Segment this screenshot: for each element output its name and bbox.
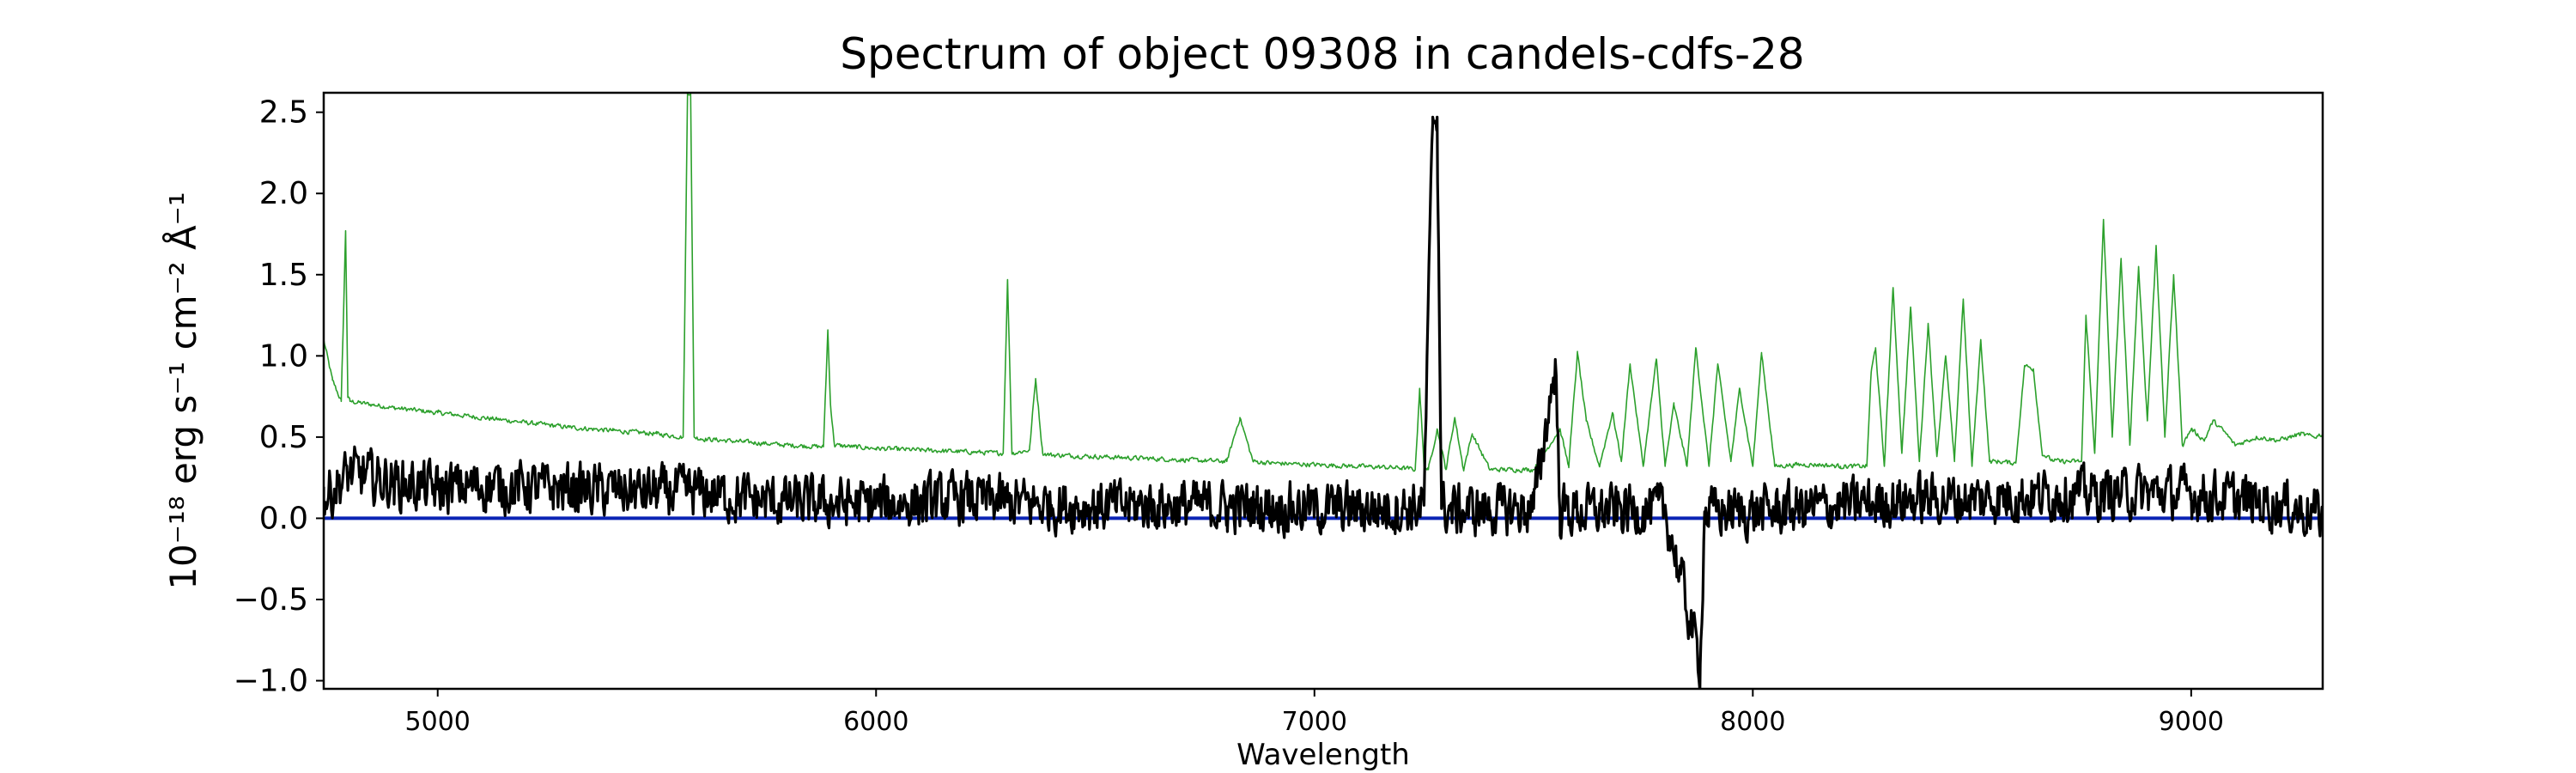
y-tick-label: 2.0 [259,176,308,211]
x-axis-label: Wavelength [1236,738,1410,772]
y-tick-label: 0.0 [259,501,308,536]
x-tick-label: 9000 [2159,707,2224,737]
series-line-1 [324,93,2323,473]
y-tick-label: 2.5 [259,95,308,131]
x-tick-label: 5000 [405,707,471,737]
y-tick-label: −0.5 [234,582,308,618]
plot-area [322,91,2324,691]
y-tick-label: 1.0 [259,338,308,374]
series-line-3 [324,115,2323,689]
series-layer [324,93,2323,689]
y-tick-label: 1.5 [259,258,308,293]
chart-title: Spectrum of object 09308 in candels-cdfs… [840,29,1805,79]
y-axis-label: 10⁻¹⁸ erg s⁻¹ cm⁻² Å⁻¹ [161,192,204,589]
axes-frame [322,91,2324,691]
y-tick-label: −1.0 [234,664,308,699]
x-tick-label: 7000 [1282,707,1347,737]
x-tick-label: 8000 [1720,707,1785,737]
y-axis: −1.0 −0.5 0.0 0.5 1.0 1.5 2.0 2.5 [234,95,324,699]
x-tick-label: 6000 [843,707,908,737]
y-tick-label: 0.5 [259,420,308,455]
x-axis: 5000 6000 7000 8000 9000 [405,689,2224,737]
